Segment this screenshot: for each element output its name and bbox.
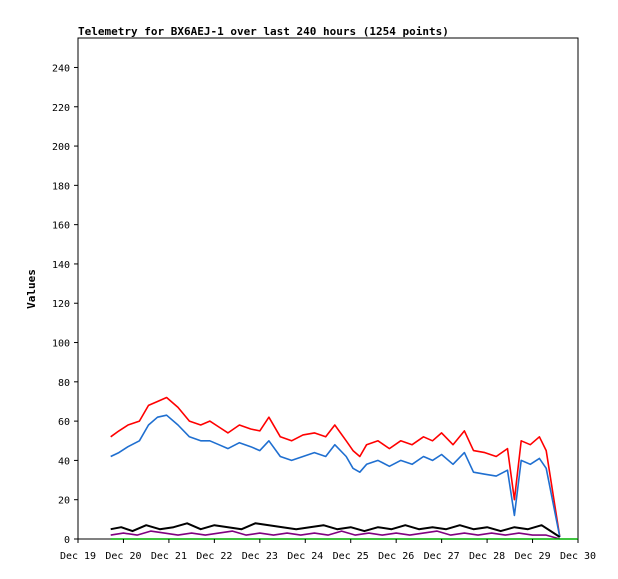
y-tick-label: 0 <box>64 535 70 546</box>
x-tick-label: Dec 20 <box>105 551 141 562</box>
x-tick-label: Dec 24 <box>287 551 323 562</box>
y-axis: 0 20 40 60 80 100 120 140 160 180 200 220 240 <box>52 63 78 546</box>
y-tick-label: 60 <box>58 417 70 428</box>
x-tick-label: Dec 27 <box>424 551 460 562</box>
y-tick-label: 220 <box>52 103 70 114</box>
series-line-1 <box>110 396 561 538</box>
y-tick-label: 20 <box>58 496 70 507</box>
plot-area <box>77 37 579 540</box>
chart-title: Telemetry for BX6AEJ-1 over last 240 hou… <box>78 25 449 38</box>
y-tick-label: 200 <box>52 142 70 153</box>
x-tick-label: Dec 25 <box>333 551 369 562</box>
x-tick-label: Dec 23 <box>242 551 278 562</box>
x-tick-label: Dec 29 <box>514 551 550 562</box>
y-tick-label: 180 <box>52 181 70 192</box>
x-tick-label: Dec 22 <box>196 551 232 562</box>
y-axis-label: Values <box>25 269 38 309</box>
x-tick-label: Dec 21 <box>151 551 187 562</box>
x-tick-label: Dec 19 <box>60 551 96 562</box>
y-tick-label: 120 <box>52 299 70 310</box>
y-tick-label: 240 <box>52 63 70 74</box>
x-tick-label: Dec 30 <box>560 551 596 562</box>
y-tick-label: 40 <box>58 456 70 467</box>
y-tick-label: 140 <box>52 260 70 271</box>
y-tick-label: 160 <box>52 221 70 232</box>
series-line-3 <box>110 522 561 538</box>
series-line-2 <box>110 414 561 538</box>
x-axis: Dec 19 Dec 20 Dec 21 Dec 22 Dec 23 Dec 24 Dec … <box>60 539 596 562</box>
x-tick-label: Dec 26 <box>378 551 414 562</box>
x-tick-label: Dec 28 <box>469 551 505 562</box>
series-layer <box>110 396 578 540</box>
y-tick-label: 80 <box>58 378 70 389</box>
y-tick-label: 100 <box>52 339 70 350</box>
series-line-4 <box>110 530 561 540</box>
